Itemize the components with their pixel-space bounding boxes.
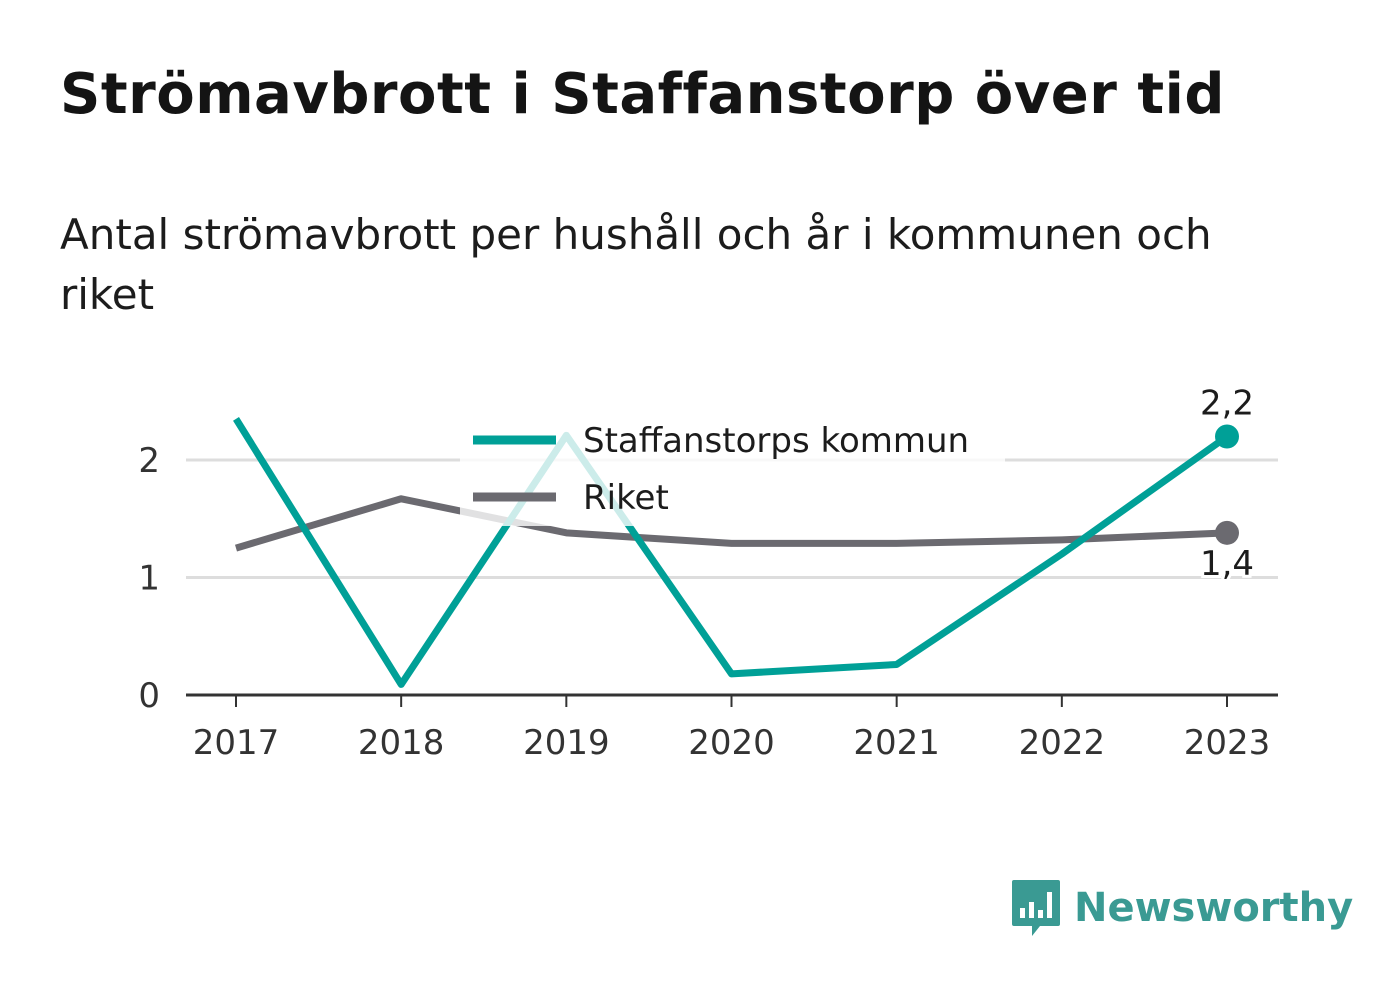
legend-label-kommun: Staffanstorps kommun xyxy=(583,421,969,461)
newsworthy-logo: Newsworthy xyxy=(1010,878,1353,938)
y-tick-label-2: 2 xyxy=(138,441,160,481)
legend-label-riket: Riket xyxy=(583,478,669,518)
chart-title: Strömavbrott i Staffanstorp över tid xyxy=(60,62,1225,127)
legend-background xyxy=(460,408,1005,526)
newsworthy-logo-icon xyxy=(1012,880,1060,936)
x-tick-label-2018: 2018 xyxy=(358,723,445,763)
y-tick-label-0: 0 xyxy=(138,676,160,716)
series-line-kommun xyxy=(233,417,1230,688)
brand-name: Newsworthy xyxy=(1074,885,1354,931)
x-tick-label-2017: 2017 xyxy=(193,723,280,763)
chart-subtitle: Antal strömavbrott per hushåll och år i … xyxy=(60,210,1212,319)
series-endpoint-kommun xyxy=(1215,424,1239,449)
end-label-riket: 1,4 xyxy=(1200,544,1254,584)
series-line-riket xyxy=(234,495,1228,552)
x-tick-label-2023: 2023 xyxy=(1184,723,1271,763)
y-tick-label-1: 1 xyxy=(138,559,160,599)
x-tick-label-2022: 2022 xyxy=(1019,723,1106,763)
series-endpoint-riket xyxy=(1215,520,1239,545)
x-tick-label-2021: 2021 xyxy=(853,723,940,763)
x-tick-label-2020: 2020 xyxy=(688,723,775,763)
x-tick-label-2019: 2019 xyxy=(523,723,610,763)
end-label-kommun: 2,2 xyxy=(1200,384,1254,424)
